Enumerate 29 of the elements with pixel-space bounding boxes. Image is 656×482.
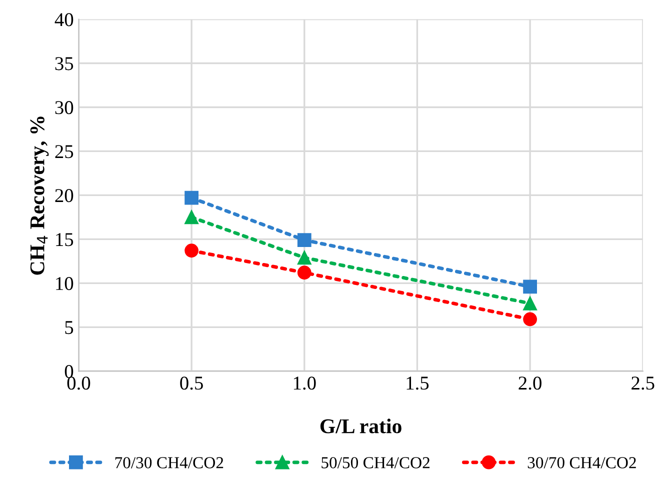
y-tick-label: 40 xyxy=(54,13,74,26)
point xyxy=(297,233,312,248)
point xyxy=(297,250,312,265)
y-tick-label: 5 xyxy=(65,321,74,334)
legend-label: 50/50 CH4/CO2 xyxy=(322,457,430,468)
y-tick-label: 20 xyxy=(55,189,74,202)
x-tick-label: 1.0 xyxy=(294,376,316,390)
x-tick-label: 2.0 xyxy=(518,376,542,390)
x-tick-label: 1.5 xyxy=(406,376,429,390)
y-tick-label: 25 xyxy=(55,145,74,158)
y-axis-title: CH$_{4}$ Recovery, % xyxy=(30,116,49,275)
point xyxy=(297,266,312,280)
y-tick-label: 10 xyxy=(56,276,74,290)
legend-label: 70/30 CH4/CO2 xyxy=(115,457,224,468)
x-axis-title: G/L ratio xyxy=(320,418,402,434)
legend-label: 30/70 CH4/CO2 xyxy=(528,457,636,468)
point xyxy=(184,190,198,205)
x-tick-label: 0.0 xyxy=(67,376,90,390)
point xyxy=(184,210,198,224)
point xyxy=(523,296,537,310)
point xyxy=(523,312,537,326)
y-tick-label: 0 xyxy=(64,364,74,378)
x-tick-label: 2.5 xyxy=(632,376,654,390)
x-tick-label: 0.5 xyxy=(180,376,203,390)
y-tick-label: 30 xyxy=(55,101,74,114)
point xyxy=(523,280,537,294)
y-tick-label: 35 xyxy=(55,57,74,70)
y-tick-label: 15 xyxy=(56,233,74,246)
point xyxy=(184,244,198,258)
